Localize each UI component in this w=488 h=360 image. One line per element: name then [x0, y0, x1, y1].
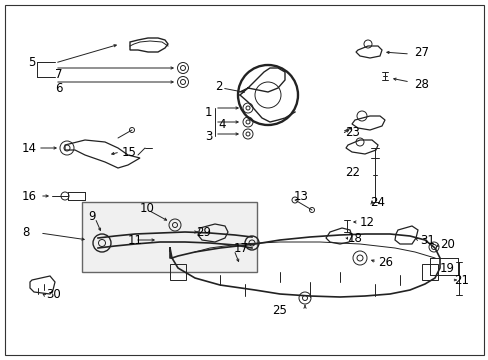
Text: 14: 14 — [22, 141, 37, 154]
Text: 16: 16 — [22, 189, 37, 202]
Text: 8: 8 — [22, 226, 29, 239]
Text: 19: 19 — [439, 261, 454, 274]
Text: 4: 4 — [218, 117, 225, 130]
Text: 25: 25 — [271, 303, 286, 316]
Bar — [82, 202, 257, 272]
Text: 13: 13 — [293, 189, 308, 202]
Text: 9: 9 — [88, 210, 95, 222]
Text: 24: 24 — [369, 195, 384, 208]
Text: 18: 18 — [347, 231, 362, 244]
Text: 30: 30 — [46, 288, 61, 301]
Text: 29: 29 — [196, 225, 210, 238]
Text: 26: 26 — [377, 256, 392, 269]
Text: 11: 11 — [128, 234, 142, 247]
Bar — [170, 264, 185, 280]
Bar — [421, 264, 437, 280]
Text: 23: 23 — [345, 126, 359, 139]
Text: 6: 6 — [55, 81, 62, 94]
Text: 5: 5 — [28, 55, 35, 68]
Text: 20: 20 — [439, 238, 454, 251]
Text: 1: 1 — [204, 105, 212, 118]
Text: 28: 28 — [413, 77, 428, 90]
Text: 31: 31 — [419, 234, 434, 247]
Text: 21: 21 — [453, 274, 468, 287]
Text: 15: 15 — [122, 145, 137, 158]
Text: 7: 7 — [55, 68, 62, 81]
Text: 2: 2 — [215, 80, 222, 93]
Text: 12: 12 — [359, 216, 374, 229]
Text: 17: 17 — [234, 242, 248, 255]
Text: 10: 10 — [140, 202, 155, 215]
Text: 22: 22 — [345, 166, 359, 179]
Text: 27: 27 — [413, 45, 428, 58]
Text: 3: 3 — [204, 130, 212, 143]
